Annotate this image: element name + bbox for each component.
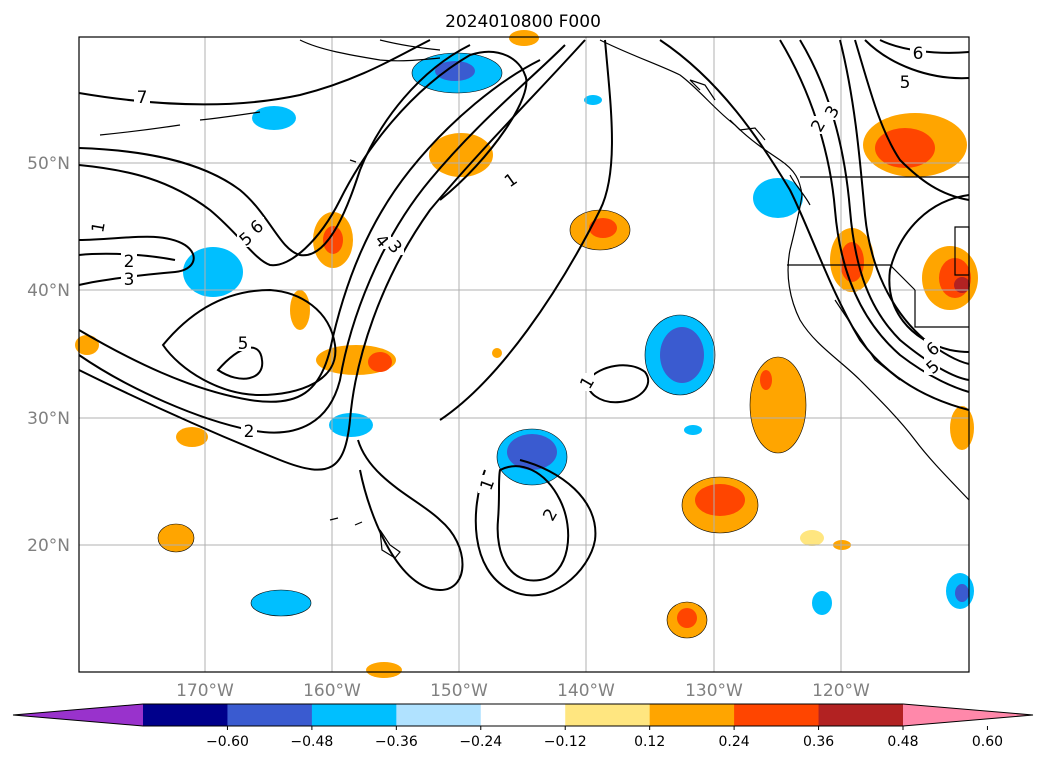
colorbar-tick-label: −0.12 (544, 734, 587, 750)
lat-label-40n: 40°N (27, 281, 70, 301)
lon-label-170w: 170°W (176, 681, 234, 701)
colorbar-tick-label: −0.48 (290, 734, 333, 750)
contour-label-6a: 6 (913, 44, 924, 64)
contour-label-3b: 3 (124, 270, 135, 290)
gridlines (79, 37, 969, 672)
lat-label-30n: 30°N (27, 409, 70, 429)
lon-label-120w: 120°W (812, 681, 870, 701)
colorbar-segment (311, 704, 397, 726)
colorbar-tick-label: 0.24 (719, 734, 750, 750)
contour-labels: 7 6 5 6 5 4 3 2 3 1 5 2 1 1 (88, 43, 944, 525)
colorbar-extend-low (13, 704, 143, 726)
colorbar-segment (480, 704, 566, 726)
colorbar-tick-label: 0.60 (972, 734, 1003, 750)
colorbar-tick-label: 0.36 (803, 734, 834, 750)
colorbar-tick-label: −0.60 (206, 734, 249, 750)
latitude-labels: 50°N 40°N 30°N 20°N (27, 154, 70, 556)
coastlines (99, 39, 970, 559)
lon-label-150w: 150°W (430, 681, 488, 701)
colorbar-segment (143, 704, 228, 726)
colorbar-segment (396, 704, 482, 726)
contour-label-1a: 1 (88, 220, 110, 234)
contour-label-7: 7 (137, 88, 148, 108)
map-frame (78, 36, 970, 673)
colorbar: −0.60 −0.48 −0.36 −0.24 −0.12 0.12 0.24 0.36 0.4… (12, 703, 1034, 750)
colorbar-tick-label: −0.36 (375, 734, 418, 750)
colorbar-segment (818, 704, 904, 726)
lon-label-130w: 130°W (685, 681, 743, 701)
contour-label-5a: 5 (900, 73, 911, 93)
contour-label-2b: 2 (244, 422, 255, 442)
contour-label-2a: 2 (124, 252, 135, 272)
colorbar-tick-label: −0.24 (459, 734, 502, 750)
map-title: 2024010800 F000 (445, 12, 601, 32)
colorbar-tick-label: 0.12 (634, 734, 665, 750)
contour-label-5c: 5 (238, 334, 249, 354)
colorbar-extend-high (903, 704, 1033, 726)
map-panel: 7 6 5 6 5 4 3 2 3 1 5 2 1 1 (75, 30, 978, 678)
lat-label-20n: 20°N (27, 536, 70, 556)
lon-label-140w: 140°W (557, 681, 615, 701)
colorbar-segment (227, 704, 313, 726)
lon-label-160w: 160°W (303, 681, 361, 701)
negative-anomaly-regions (183, 53, 974, 616)
map-background (79, 37, 969, 672)
colorbar-tick-label: 0.48 (887, 734, 918, 750)
colorbar-segment (649, 704, 735, 726)
colorbar-outline (12, 703, 1034, 727)
colorbar-segment (565, 704, 651, 726)
longitude-labels: 170°W 160°W 150°W 140°W 130°W 120°W (176, 681, 870, 701)
anomaly-outlines (157, 52, 807, 639)
colorbar-segment (734, 704, 820, 726)
lat-label-50n: 50°N (27, 154, 70, 174)
